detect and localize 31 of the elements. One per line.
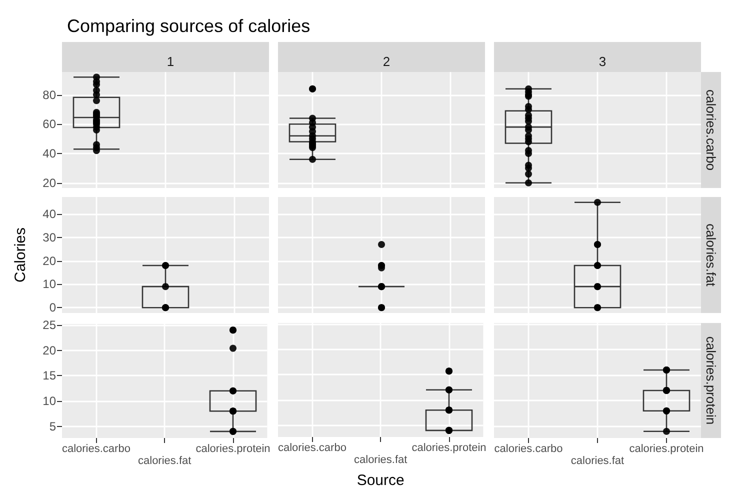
x-axis-title: Source	[356, 472, 404, 489]
y2-axis-title: calories.carbo	[704, 90, 718, 170]
x-tick-label: calories.fat	[570, 455, 624, 467]
y-tick-label: 20	[42, 343, 56, 358]
x-tick-label: calories.protein	[196, 443, 270, 455]
y-axis-title: Calories	[12, 227, 29, 283]
x-tick-label: calories.carbo	[278, 442, 346, 454]
y-tick-label: 40	[42, 207, 56, 222]
y-tick-label: 30	[42, 230, 56, 244]
y-tick-label: 25	[42, 318, 56, 332]
chart-subtitle: 1	[166, 54, 174, 69]
y2-axis-title: calories.fat	[704, 224, 718, 287]
x-tick-label: calories.protein	[412, 442, 486, 454]
y-tick-label: 0	[49, 300, 56, 315]
x-tick-label: calories.protein	[629, 443, 704, 455]
y-tick-label: 5	[49, 419, 56, 434]
y-tick-label: 20	[42, 254, 56, 268]
y-tick-label: 10	[42, 394, 56, 408]
y-tick-label: 15	[42, 368, 56, 383]
chart-subtitle: 2	[382, 54, 390, 69]
chart-subtitle: 3	[598, 54, 606, 69]
x-tick-label: calories.carbo	[62, 443, 130, 455]
chart-title: Comparing sources of calories	[67, 16, 310, 36]
x-tick-label: calories.carbo	[494, 443, 563, 455]
y-tick-label: 20	[42, 176, 56, 190]
y-tick-label: 40	[42, 146, 56, 160]
y-tick-label: 80	[42, 88, 56, 102]
x-tick-label: calories.fat	[138, 455, 192, 467]
x-tick-label: calories.fat	[354, 454, 408, 466]
y-tick-label: 60	[42, 117, 56, 132]
y-tick-label: 10	[42, 277, 56, 292]
